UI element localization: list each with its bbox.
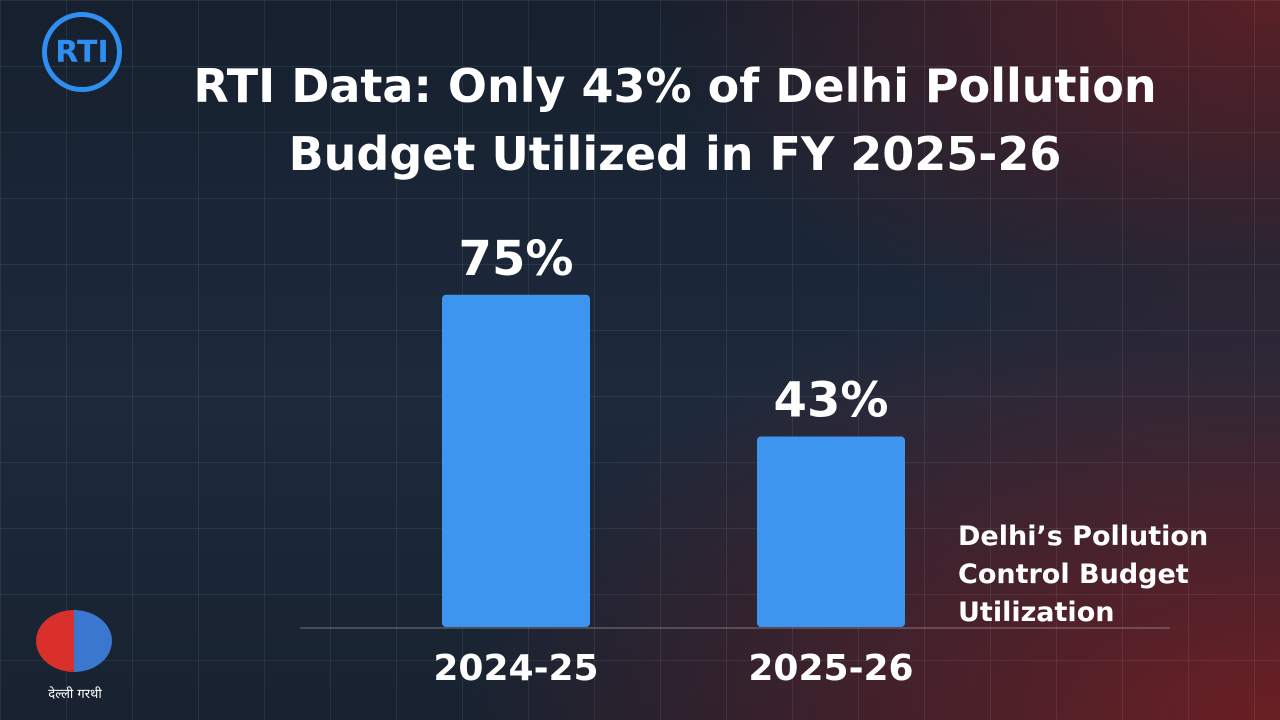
value-label: 43% — [774, 373, 889, 429]
emblem — [36, 610, 112, 672]
x-tick-label: 2024-25 — [433, 648, 598, 689]
value-label: 75% — [459, 231, 574, 287]
bar — [442, 294, 590, 627]
chart-caption: Delhi’s Pollution Control Budget Utiliza… — [958, 521, 1209, 628]
chart-title: RTI Data: Only 43% of Delhi Pollution Bu… — [193, 59, 1157, 181]
bar — [757, 436, 905, 627]
rti-logo: RTI — [42, 12, 122, 92]
x-tick-label: 2025-26 — [748, 648, 913, 689]
emblem-text: देल्ली गरथी — [48, 687, 102, 702]
